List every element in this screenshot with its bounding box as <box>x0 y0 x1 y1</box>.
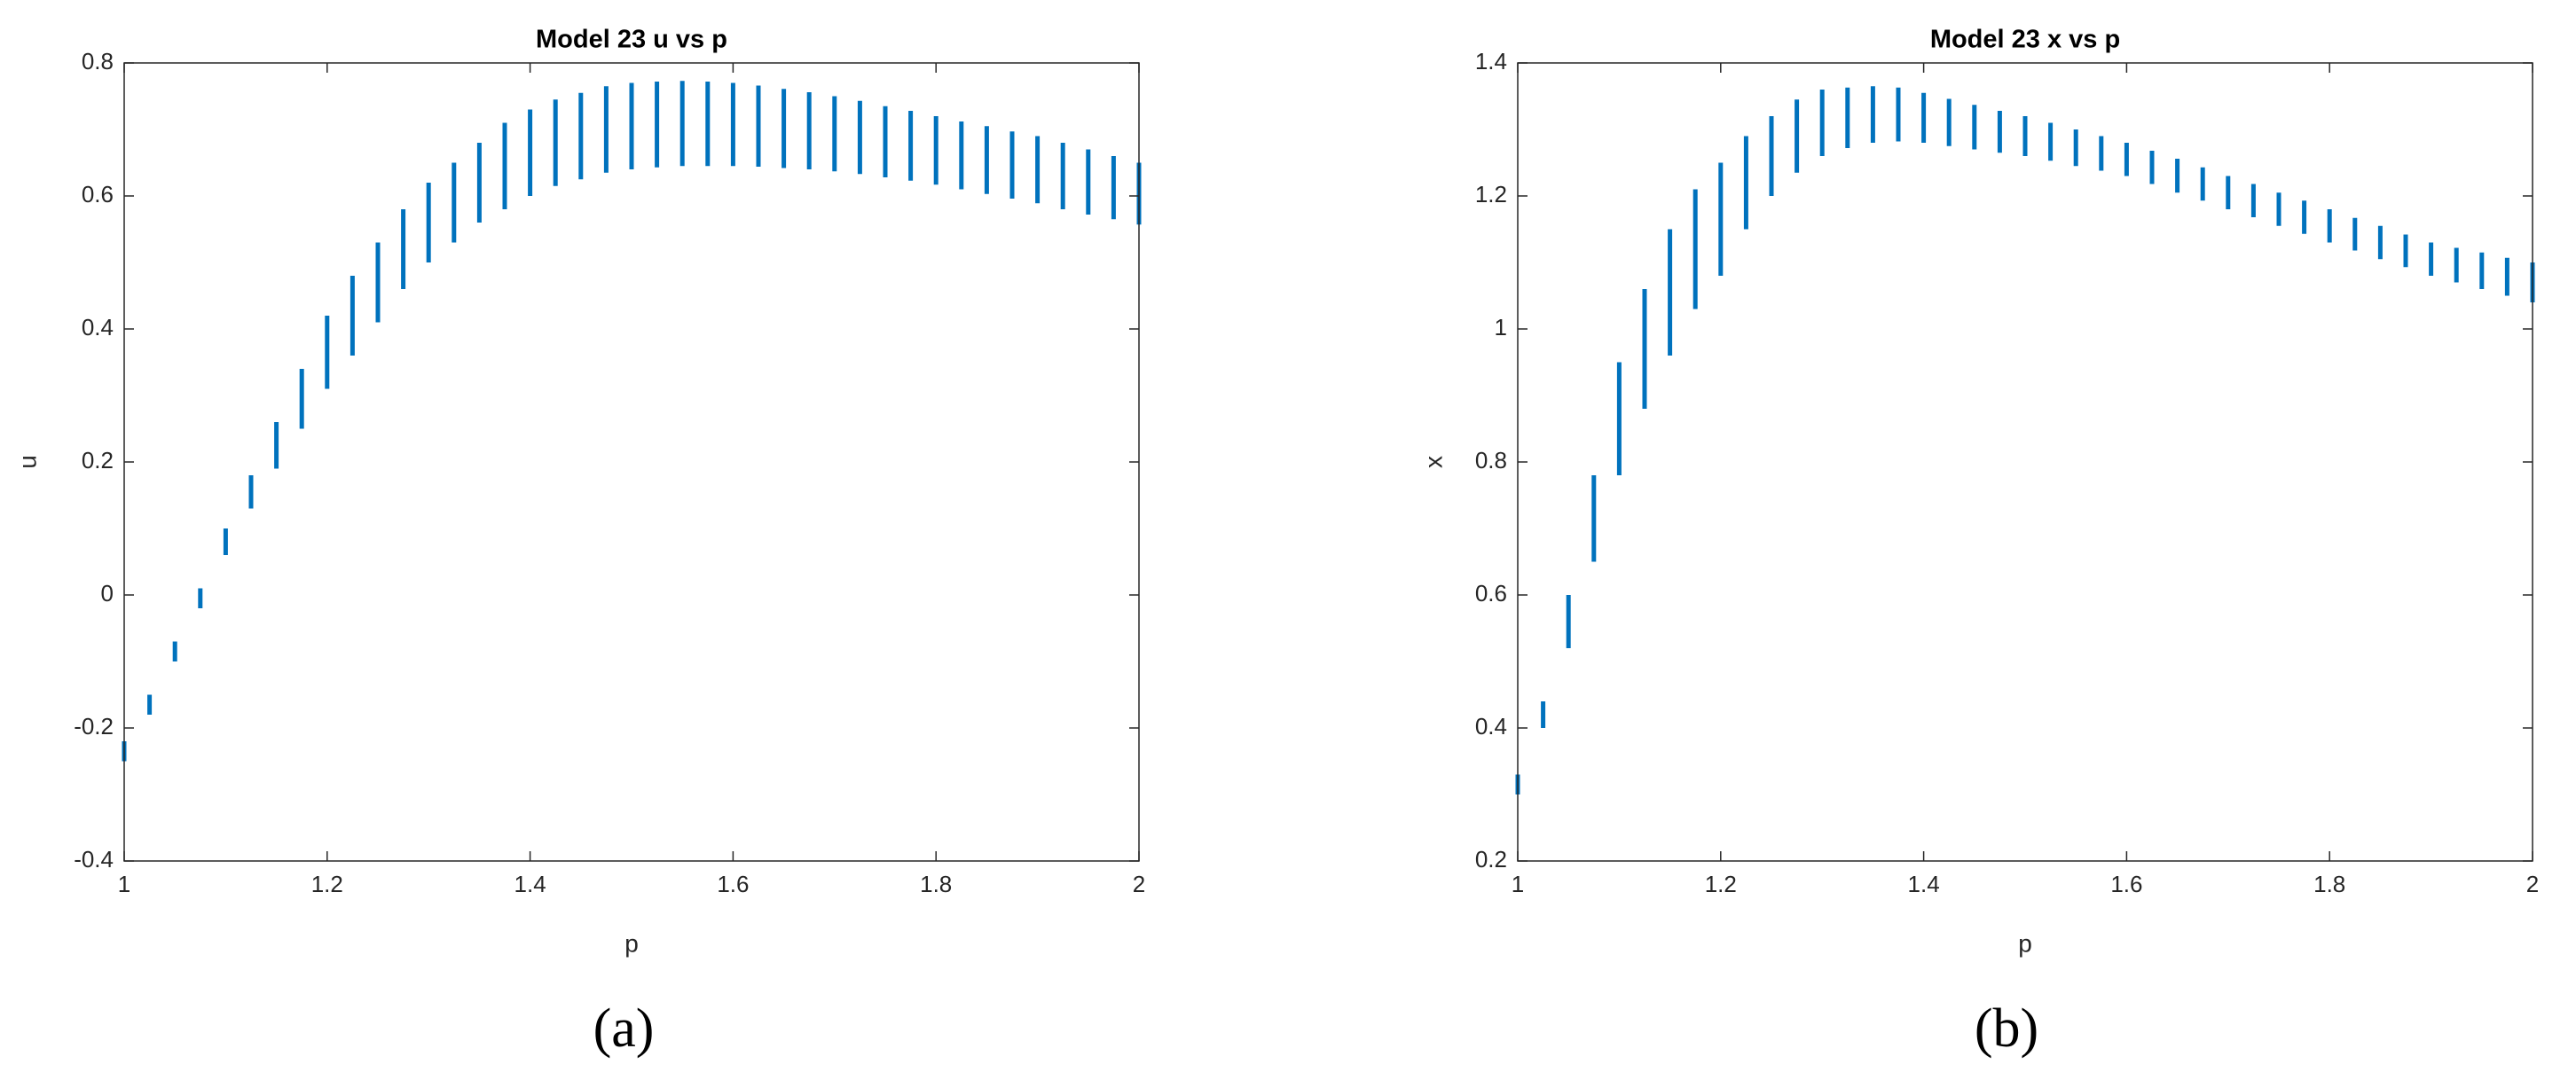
plot-area <box>1518 63 2533 861</box>
y-tick-label: 0.6 <box>82 181 114 207</box>
axes-frame <box>123 62 1140 862</box>
y-tick-label: 0.6 <box>1475 580 1507 607</box>
chart-panel: 1 1.2 1.4 1.6 1.8 2 0.2 0.4 0.6 0.8 1 1.2 1.4 Model 2… <box>1419 26 2539 1060</box>
x-tick-label: 1 <box>118 871 130 897</box>
x-tick-label: 1.8 <box>2313 871 2345 897</box>
y-tick-label: 0.4 <box>82 314 114 340</box>
x-tick-label: 2 <box>2526 871 2539 897</box>
chart-title: Model 23 x vs p <box>1930 26 2120 54</box>
plot-area <box>124 63 1139 861</box>
y-tick-label: 0.2 <box>82 447 114 473</box>
x-tick-label: 1.4 <box>514 871 546 897</box>
x-tick-label: 1.6 <box>717 871 749 897</box>
x-tick-label: 1.8 <box>920 871 952 897</box>
caption: (a) <box>593 998 655 1059</box>
x-tick-label: 1.2 <box>311 871 343 897</box>
caption: (b) <box>1975 998 2038 1059</box>
y-tick-label: 0.8 <box>82 48 114 74</box>
x-tick-label: 2 <box>1133 871 1145 897</box>
y-tick-label: 1.2 <box>1475 181 1507 207</box>
chart-panel: 1 1.2 1.4 1.6 1.8 2 -0.4 -0.2 0 0.2 0.4 0.6 0.8 Model… <box>13 26 1145 1060</box>
y-tick-label: 1 <box>1495 314 1507 340</box>
y-axis-label: x <box>1419 456 1447 468</box>
y-tick-label: -0.4 <box>74 846 114 873</box>
x-tick-label: 1.2 <box>1705 871 1737 897</box>
y-tick-label: 0.8 <box>1475 447 1507 473</box>
x-axis-label: p <box>2018 929 2032 957</box>
axes-frame <box>1517 62 2533 862</box>
x-axis-label: p <box>624 929 639 957</box>
y-axis-label: u <box>13 455 41 469</box>
x-tick-label: 1 <box>1512 871 1524 897</box>
x-tick-label: 1.4 <box>1908 871 1940 897</box>
x-tick-label: 1.6 <box>2110 871 2142 897</box>
y-tick-label: 0.2 <box>1475 846 1507 873</box>
y-tick-label: 1.4 <box>1475 48 1507 74</box>
y-tick-label: 0.4 <box>1475 713 1507 740</box>
chart-title: Model 23 u vs p <box>536 26 727 54</box>
y-tick-label: -0.2 <box>74 713 114 740</box>
y-tick-label: 0 <box>101 580 114 607</box>
